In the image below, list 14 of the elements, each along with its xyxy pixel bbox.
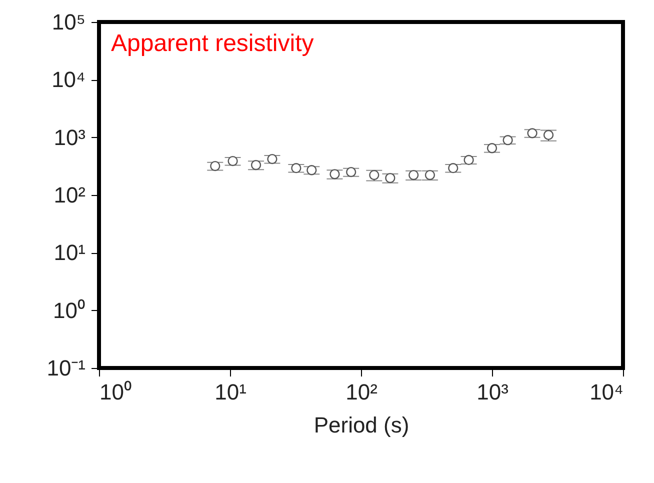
x-tick-label: 10³ <box>476 380 508 404</box>
x-tick-label: 10⁴ <box>590 380 624 404</box>
y-tick-label: 10² <box>54 182 86 208</box>
x-tick-label: 10⁰ <box>100 380 132 404</box>
y-tick-label: 10¹ <box>54 240 86 266</box>
y-tick-label: 10⁴ <box>52 67 86 92</box>
y-tick-label: 10⁻¹ <box>46 356 86 380</box>
x-tick-label: 10² <box>346 380 378 404</box>
y-tick-label: 10³ <box>54 124 86 150</box>
y-tick-label: 10⁵ <box>52 10 86 34</box>
chart-title: Apparent resistivity <box>111 30 314 57</box>
x-axis-title: Period (s) <box>314 412 410 438</box>
y-tick-label: 10⁰ <box>53 298 86 323</box>
x-tick-label: 10¹ <box>214 380 246 404</box>
